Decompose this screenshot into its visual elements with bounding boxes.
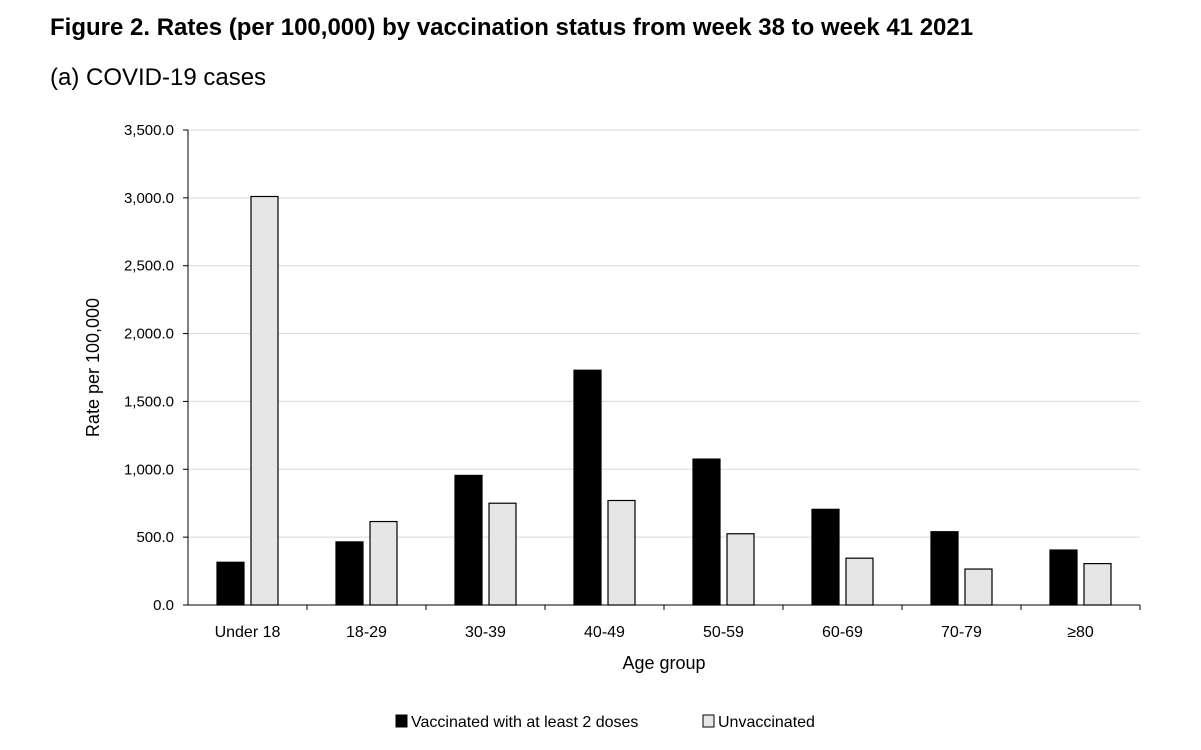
y-tick-label: 0.0: [153, 597, 174, 614]
x-tick-label: 50-59: [703, 624, 744, 641]
x-axis-label: Age group: [622, 653, 705, 673]
bar-vaccinated: [930, 531, 959, 606]
bar-unvaccinated: [607, 499, 636, 606]
y-tick-labels: 0.0 500.0 1,000.0 1,500.0 2,000.0 2,500.0 3,00…: [124, 122, 174, 614]
figure-title: Figure 2. Rates (per 100,000) by vaccina…: [50, 14, 974, 41]
bar-vaccinated: [692, 458, 721, 606]
bars: [216, 195, 1112, 606]
y-tick-label: 3,500.0: [124, 122, 174, 139]
bar-vaccinated: [811, 508, 840, 606]
x-tick-label: 60-69: [822, 624, 863, 641]
x-tick-label: Under 18: [215, 624, 281, 641]
legend-label-unvaccinated: Unvaccinated: [718, 714, 815, 731]
bar-unvaccinated: [250, 195, 279, 606]
y-tick-label: 3,000.0: [124, 190, 174, 207]
bar-unvaccinated: [488, 502, 517, 606]
legend-label-vaccinated: Vaccinated with at least 2 doses: [411, 714, 638, 731]
y-tick-label: 500.0: [136, 529, 174, 546]
x-tick-label: 70-79: [941, 624, 982, 641]
y-tick-label: 2,000.0: [124, 326, 174, 343]
bar-unvaccinated: [369, 520, 398, 606]
bar-unvaccinated: [726, 533, 755, 606]
bar-vaccinated: [1049, 549, 1078, 606]
figure-subtitle: (a) COVID-19 cases: [50, 64, 267, 91]
gridlines: [183, 129, 1140, 606]
y-axis-label: Rate per 100,000: [83, 298, 103, 437]
legend-swatch-unvaccinated: [702, 714, 715, 728]
y-tick-label: 2,500.0: [124, 258, 174, 275]
y-tick-label: 1,500.0: [124, 393, 174, 410]
bar-unvaccinated: [1083, 563, 1112, 606]
bar-unvaccinated: [964, 568, 993, 606]
bar-unvaccinated: [845, 557, 874, 606]
x-tick-label: ≥80: [1067, 624, 1094, 641]
legend-swatch-vaccinated: [395, 714, 408, 728]
axes: [187, 130, 1140, 606]
x-tick-labels: Under 18 18-29 30-39 40-49 50-59 60-69 70-79 ≥8…: [215, 605, 1141, 641]
legend: Vaccinated with at least 2 doses Unvacci…: [395, 714, 815, 731]
bar-vaccinated: [335, 541, 364, 606]
bar-vaccinated: [454, 474, 483, 606]
y-tick-label: 1,000.0: [124, 461, 174, 478]
x-tick-label: 18-29: [346, 624, 387, 641]
x-tick-label: 30-39: [465, 624, 506, 641]
bar-vaccinated: [573, 369, 602, 606]
x-tick-label: 40-49: [584, 624, 625, 641]
bar-vaccinated: [216, 561, 245, 606]
